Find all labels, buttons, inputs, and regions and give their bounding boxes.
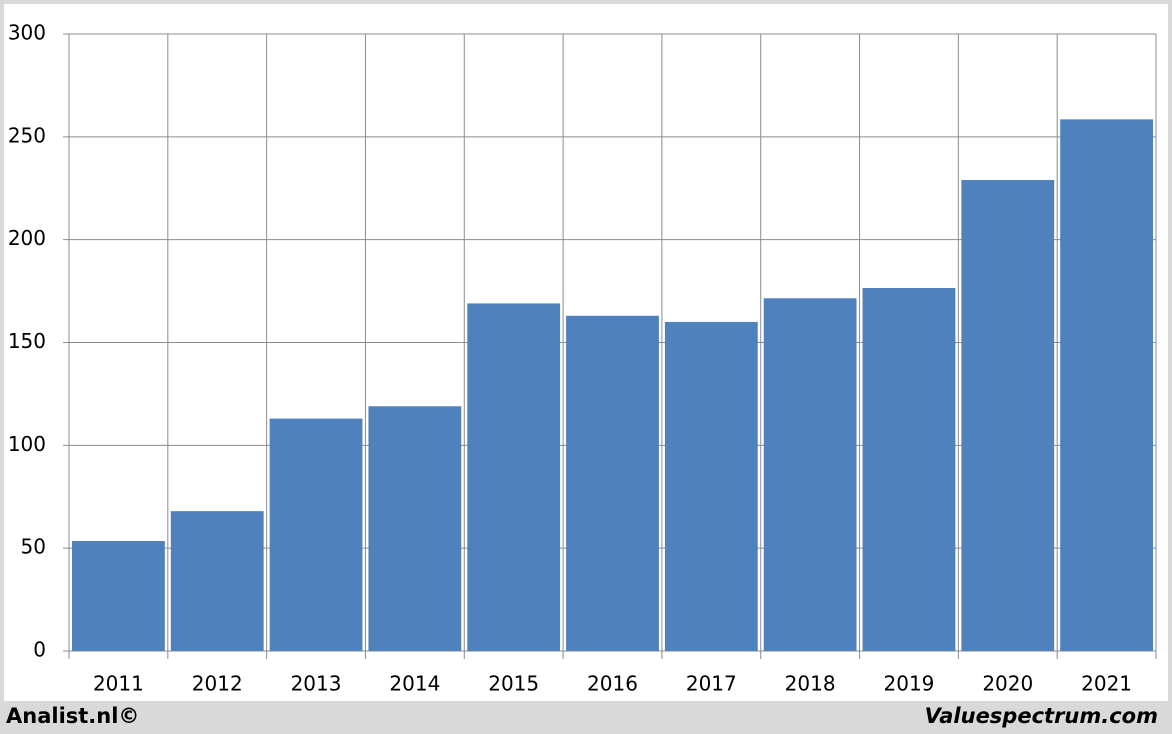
- y-tick-label: 300: [8, 21, 46, 45]
- credit-left: Analist.nl©: [6, 704, 139, 728]
- x-tick-label: 2011: [93, 672, 144, 696]
- y-tick-label: 250: [8, 123, 46, 147]
- bar: [961, 180, 1055, 652]
- x-tick-label: 2015: [488, 672, 539, 696]
- x-tick-label: 2018: [785, 672, 836, 696]
- x-tick-label: 2020: [982, 672, 1033, 696]
- bar: [368, 406, 462, 651]
- bar: [862, 287, 956, 651]
- bar: [664, 321, 758, 651]
- credit-right: Valuespectrum.com: [925, 704, 1158, 728]
- bar: [170, 511, 264, 651]
- y-tick-label: 0: [33, 638, 46, 662]
- bar: [566, 315, 659, 651]
- x-tick-label: 2021: [1081, 672, 1132, 696]
- y-tick-label: 50: [21, 535, 46, 559]
- bar: [763, 298, 857, 651]
- bar: [269, 418, 363, 651]
- x-tick-label: 2019: [884, 672, 935, 696]
- bar: [1060, 119, 1153, 651]
- y-tick-label: 200: [8, 226, 46, 250]
- y-tick-label: 100: [8, 432, 46, 456]
- x-tick-label: 2016: [587, 672, 638, 696]
- x-tick-label: 2012: [192, 672, 243, 696]
- bar: [72, 540, 165, 651]
- x-tick-label: 2013: [291, 672, 342, 696]
- x-tick-label: 2014: [389, 672, 440, 696]
- y-tick-label: 150: [8, 329, 46, 353]
- x-tick-label: 2017: [686, 672, 737, 696]
- bar: [467, 303, 561, 651]
